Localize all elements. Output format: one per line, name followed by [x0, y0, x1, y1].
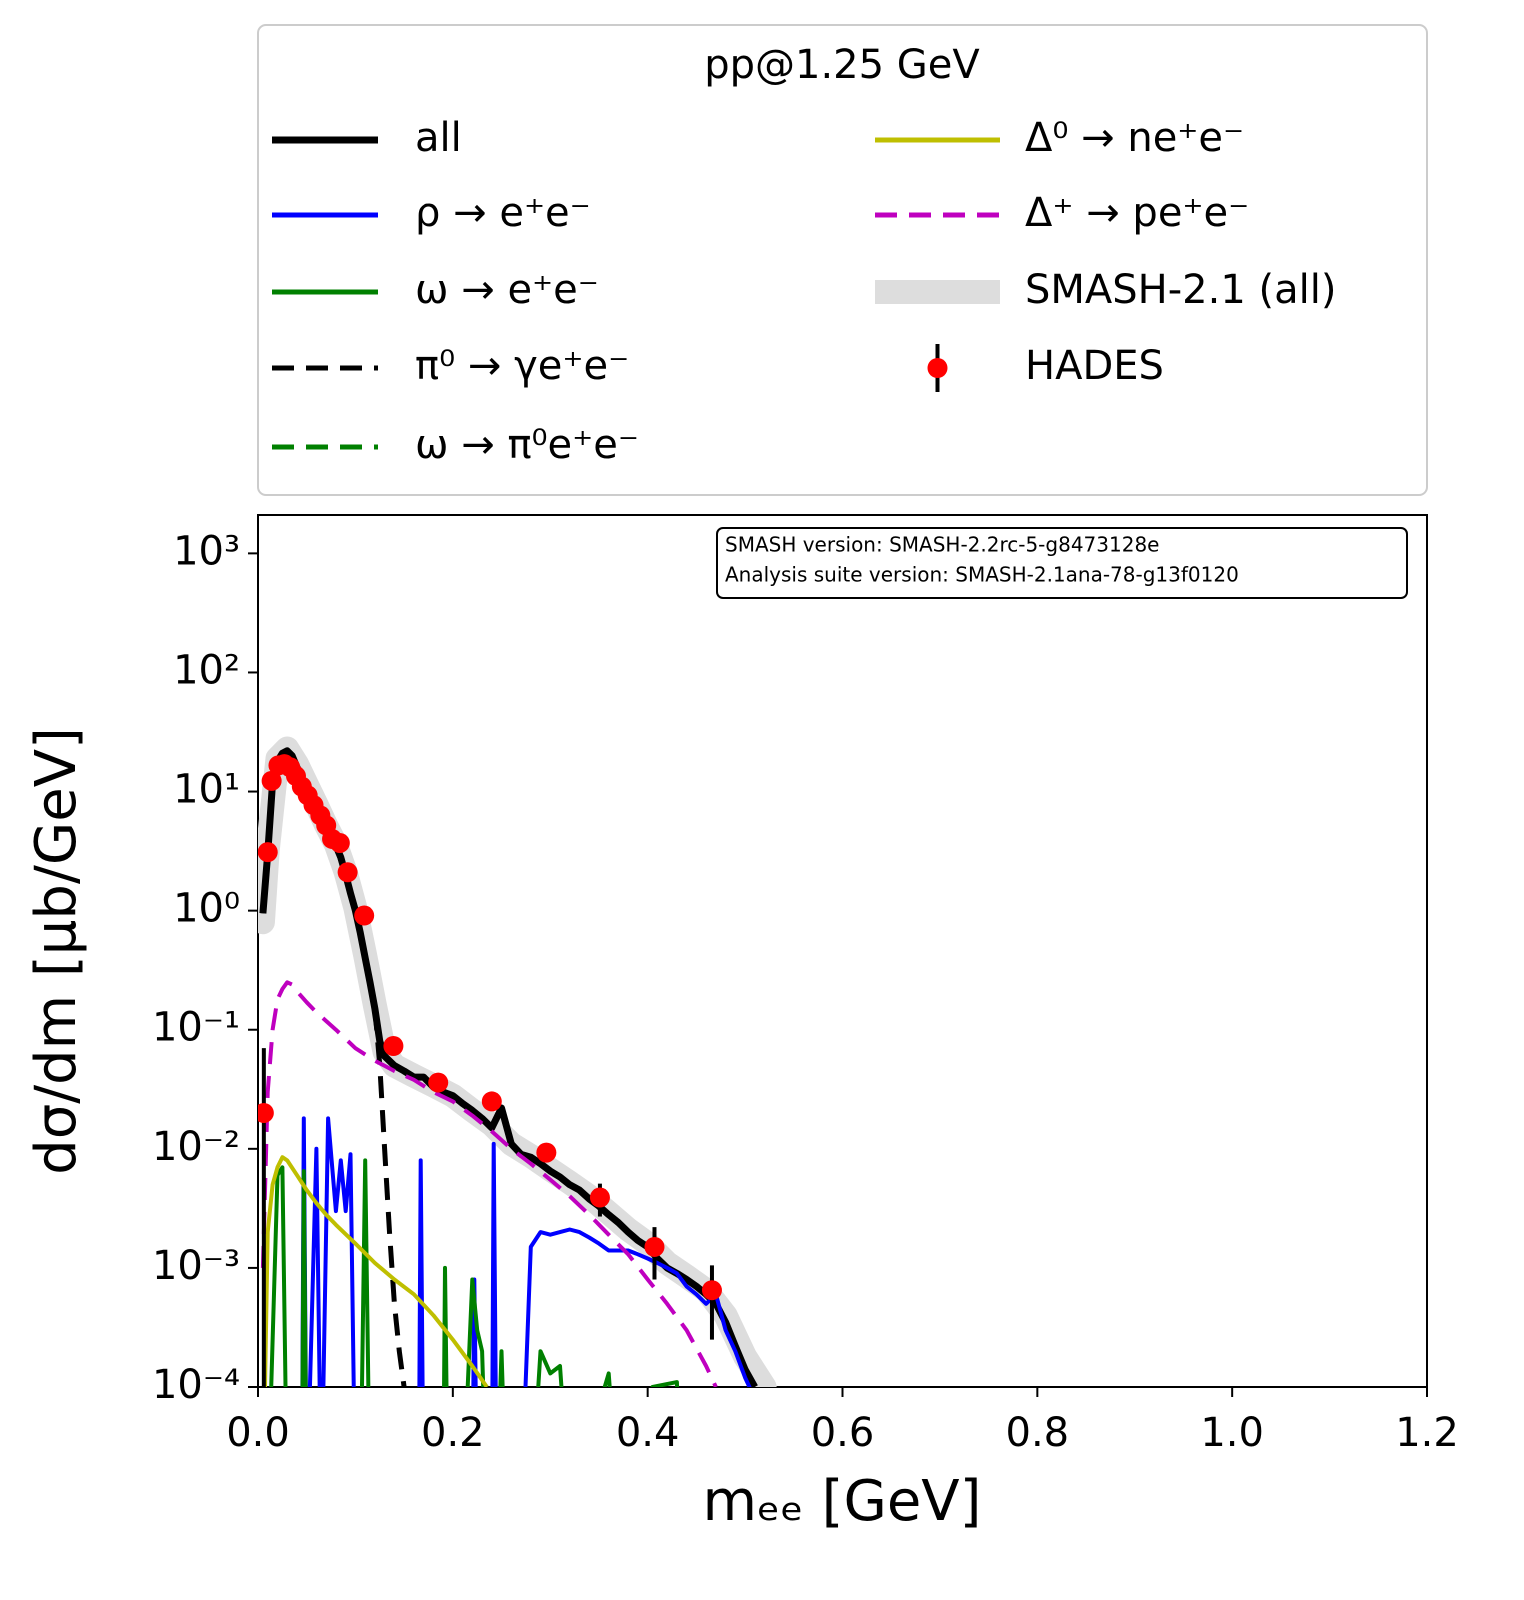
x-tick-label: 0.0 — [226, 1410, 290, 1456]
x-axis-label: mₑₑ [GeV] — [703, 1469, 982, 1534]
legend-label: Δ⁰ → ne⁺e⁻ — [1025, 115, 1244, 161]
legend-label: ω → e⁺e⁻ — [415, 267, 599, 313]
data-point — [481, 1091, 502, 1112]
data-point — [329, 832, 350, 853]
x-tick-label: 0.2 — [421, 1410, 485, 1456]
legend-box — [257, 24, 1428, 496]
line — [262, 1155, 489, 1387]
annotation-box — [716, 527, 1408, 599]
data-point — [337, 862, 358, 883]
data-point — [261, 770, 282, 791]
y-tick-label: 10² — [173, 647, 240, 693]
x-tick-label: 1.2 — [1395, 1410, 1459, 1456]
x-tick-label: 1.0 — [1200, 1410, 1264, 1456]
legend-label: ρ → e⁺e⁻ — [415, 190, 591, 236]
legend-label: Δ⁺ → pe⁺e⁻ — [1025, 190, 1249, 236]
legend-marker — [927, 358, 948, 378]
data-point — [428, 1072, 449, 1093]
y-tick-label: 10¹ — [173, 767, 240, 813]
y-tick-label: 10⁻⁴ — [152, 1362, 240, 1408]
line — [300, 1116, 752, 1387]
annotation: Analysis suite version: SMASH-2.1ana-78-… — [725, 563, 1239, 587]
data-point — [536, 1142, 557, 1163]
x-tick-label: 0.4 — [616, 1410, 680, 1456]
line — [260, 980, 718, 1387]
y-tick-label: 10⁻³ — [152, 1243, 240, 1289]
legend-label: all — [415, 115, 462, 161]
y-axis-label: dσ/dm [μb/GeV] — [24, 727, 89, 1175]
x-tick-label: 0.8 — [1006, 1410, 1070, 1456]
y-tick-label: 10⁰ — [173, 886, 240, 932]
annotation: SMASH version: SMASH-2.2rc-5-g8473128e — [725, 533, 1159, 557]
data-point — [258, 842, 278, 863]
legend-label: ω → π⁰e⁺e⁻ — [415, 422, 639, 468]
legend-label: π⁰ → γe⁺e⁻ — [415, 343, 629, 389]
data-point — [258, 1102, 274, 1123]
data-point — [701, 1280, 722, 1301]
y-tick-label: 10⁻² — [152, 1124, 240, 1170]
legend-label: HADES — [1025, 343, 1164, 389]
data-point — [383, 1036, 404, 1057]
plot-area — [258, 736, 777, 1387]
x-tick-label: 0.6 — [811, 1410, 875, 1456]
y-tick-label: 10³ — [173, 528, 240, 574]
legend-label: SMASH-2.1 (all) — [1025, 267, 1336, 313]
data-point — [644, 1236, 665, 1257]
data-point — [354, 905, 375, 926]
data-point — [589, 1187, 610, 1208]
plot-frame — [257, 514, 1428, 1388]
y-tick-label: 10⁻¹ — [152, 1005, 240, 1051]
line — [269, 1158, 680, 1387]
legend-title: pp@1.25 GeV — [704, 42, 980, 88]
